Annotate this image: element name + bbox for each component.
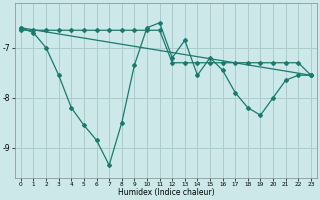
X-axis label: Humidex (Indice chaleur): Humidex (Indice chaleur) (117, 188, 214, 197)
